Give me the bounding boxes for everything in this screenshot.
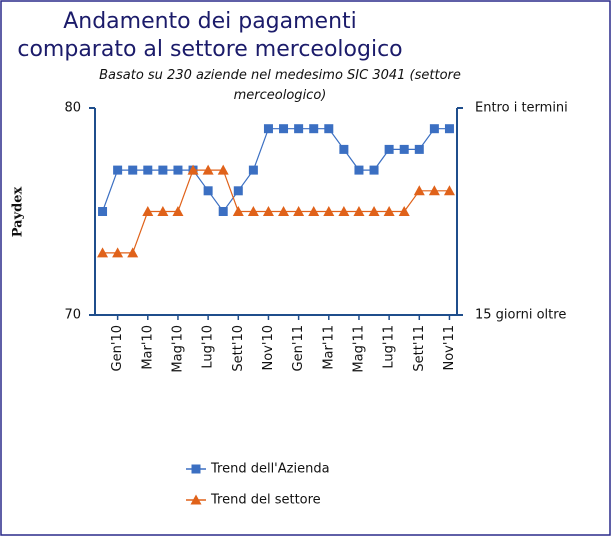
series-line [101, 128, 450, 213]
data-point [142, 206, 154, 216]
data-point [217, 164, 229, 175]
data-point [383, 206, 395, 216]
chart-title: Andamento dei pagamenti comparato al set… [17, 9, 403, 62]
x-tick-label: Lug'11 [382, 325, 397, 369]
data-point [293, 206, 305, 216]
data-point [127, 247, 139, 258]
y-tick-label: 80 [64, 101, 81, 116]
data-point [143, 165, 153, 175]
data-point [338, 206, 350, 216]
y2-tick-label: 15 giorni oltre [475, 308, 566, 323]
x-tick-label: Mar'10 [140, 325, 155, 370]
data-point [414, 144, 424, 154]
data-point [323, 206, 335, 216]
data-point [158, 165, 168, 175]
data-point [202, 164, 214, 175]
data-point [444, 124, 454, 134]
data-point [113, 165, 123, 175]
data-point [248, 165, 258, 175]
data-point [247, 206, 259, 216]
legend-label: Trend del settore [210, 493, 321, 508]
data-point [232, 206, 244, 216]
data-point [384, 144, 394, 154]
data-point [399, 144, 409, 154]
data-point [128, 165, 138, 175]
legend-label: Trend dell'Azienda [210, 462, 330, 477]
x-tick-label: Mar'11 [321, 325, 336, 370]
data-point [262, 206, 274, 216]
data-point [173, 165, 183, 175]
data-point [339, 144, 349, 154]
data-point [308, 206, 320, 216]
legend-marker [190, 494, 202, 505]
data-point [294, 124, 304, 134]
data-point [309, 124, 319, 134]
x-tick-label: Gen'11 [291, 325, 306, 371]
x-tick-label: Lug'10 [201, 325, 216, 369]
data-point [157, 206, 169, 216]
y-axis-label: Paydex [11, 186, 26, 237]
chart-subtitle: Basato su 230 aziende nel medesimo SIC 3… [99, 68, 461, 103]
data-point [278, 206, 290, 216]
data-point [443, 185, 455, 196]
data-point [263, 124, 273, 134]
data-point [172, 206, 184, 216]
series-line [102, 169, 450, 254]
data-point [369, 165, 379, 175]
x-tick-label: Gen'10 [110, 325, 125, 371]
data-point [233, 186, 243, 196]
data-point [97, 247, 109, 258]
data-point [354, 165, 364, 175]
x-tick-label: Mag'11 [351, 325, 366, 373]
y-tick-label: 70 [64, 308, 81, 323]
data-point [98, 207, 108, 216]
x-tick-label: Nov'10 [261, 325, 276, 371]
data-point [203, 186, 213, 196]
data-point [398, 206, 410, 216]
data-point [353, 206, 365, 216]
x-tick-label: Sett'11 [412, 325, 427, 372]
data-point [324, 124, 334, 134]
data-point [218, 207, 228, 216]
x-tick-label: Sett'10 [231, 325, 246, 372]
legend-marker [191, 464, 201, 474]
data-point [368, 206, 380, 216]
data-point [413, 185, 425, 196]
x-tick-label: Mag'10 [170, 325, 185, 373]
y2-tick-label: Entro i termini [475, 101, 568, 116]
data-point [428, 185, 440, 196]
data-point [112, 247, 124, 258]
data-point [279, 124, 289, 134]
data-point [429, 124, 439, 134]
data-point [187, 164, 199, 175]
x-tick-label: Nov'11 [442, 325, 457, 371]
